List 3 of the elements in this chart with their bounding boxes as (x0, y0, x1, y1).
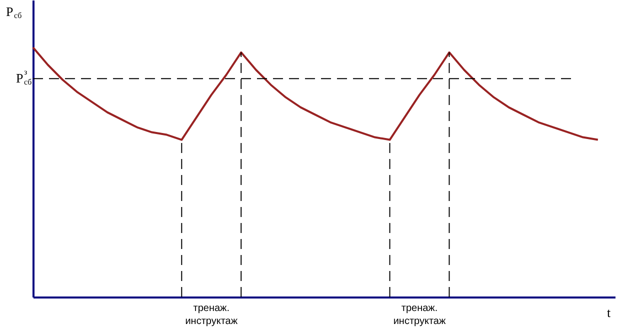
text: тренаж. инструктаж (393, 303, 446, 327)
text: тренаж. инструктаж (185, 303, 238, 327)
x-axis-title: t (607, 305, 611, 320)
